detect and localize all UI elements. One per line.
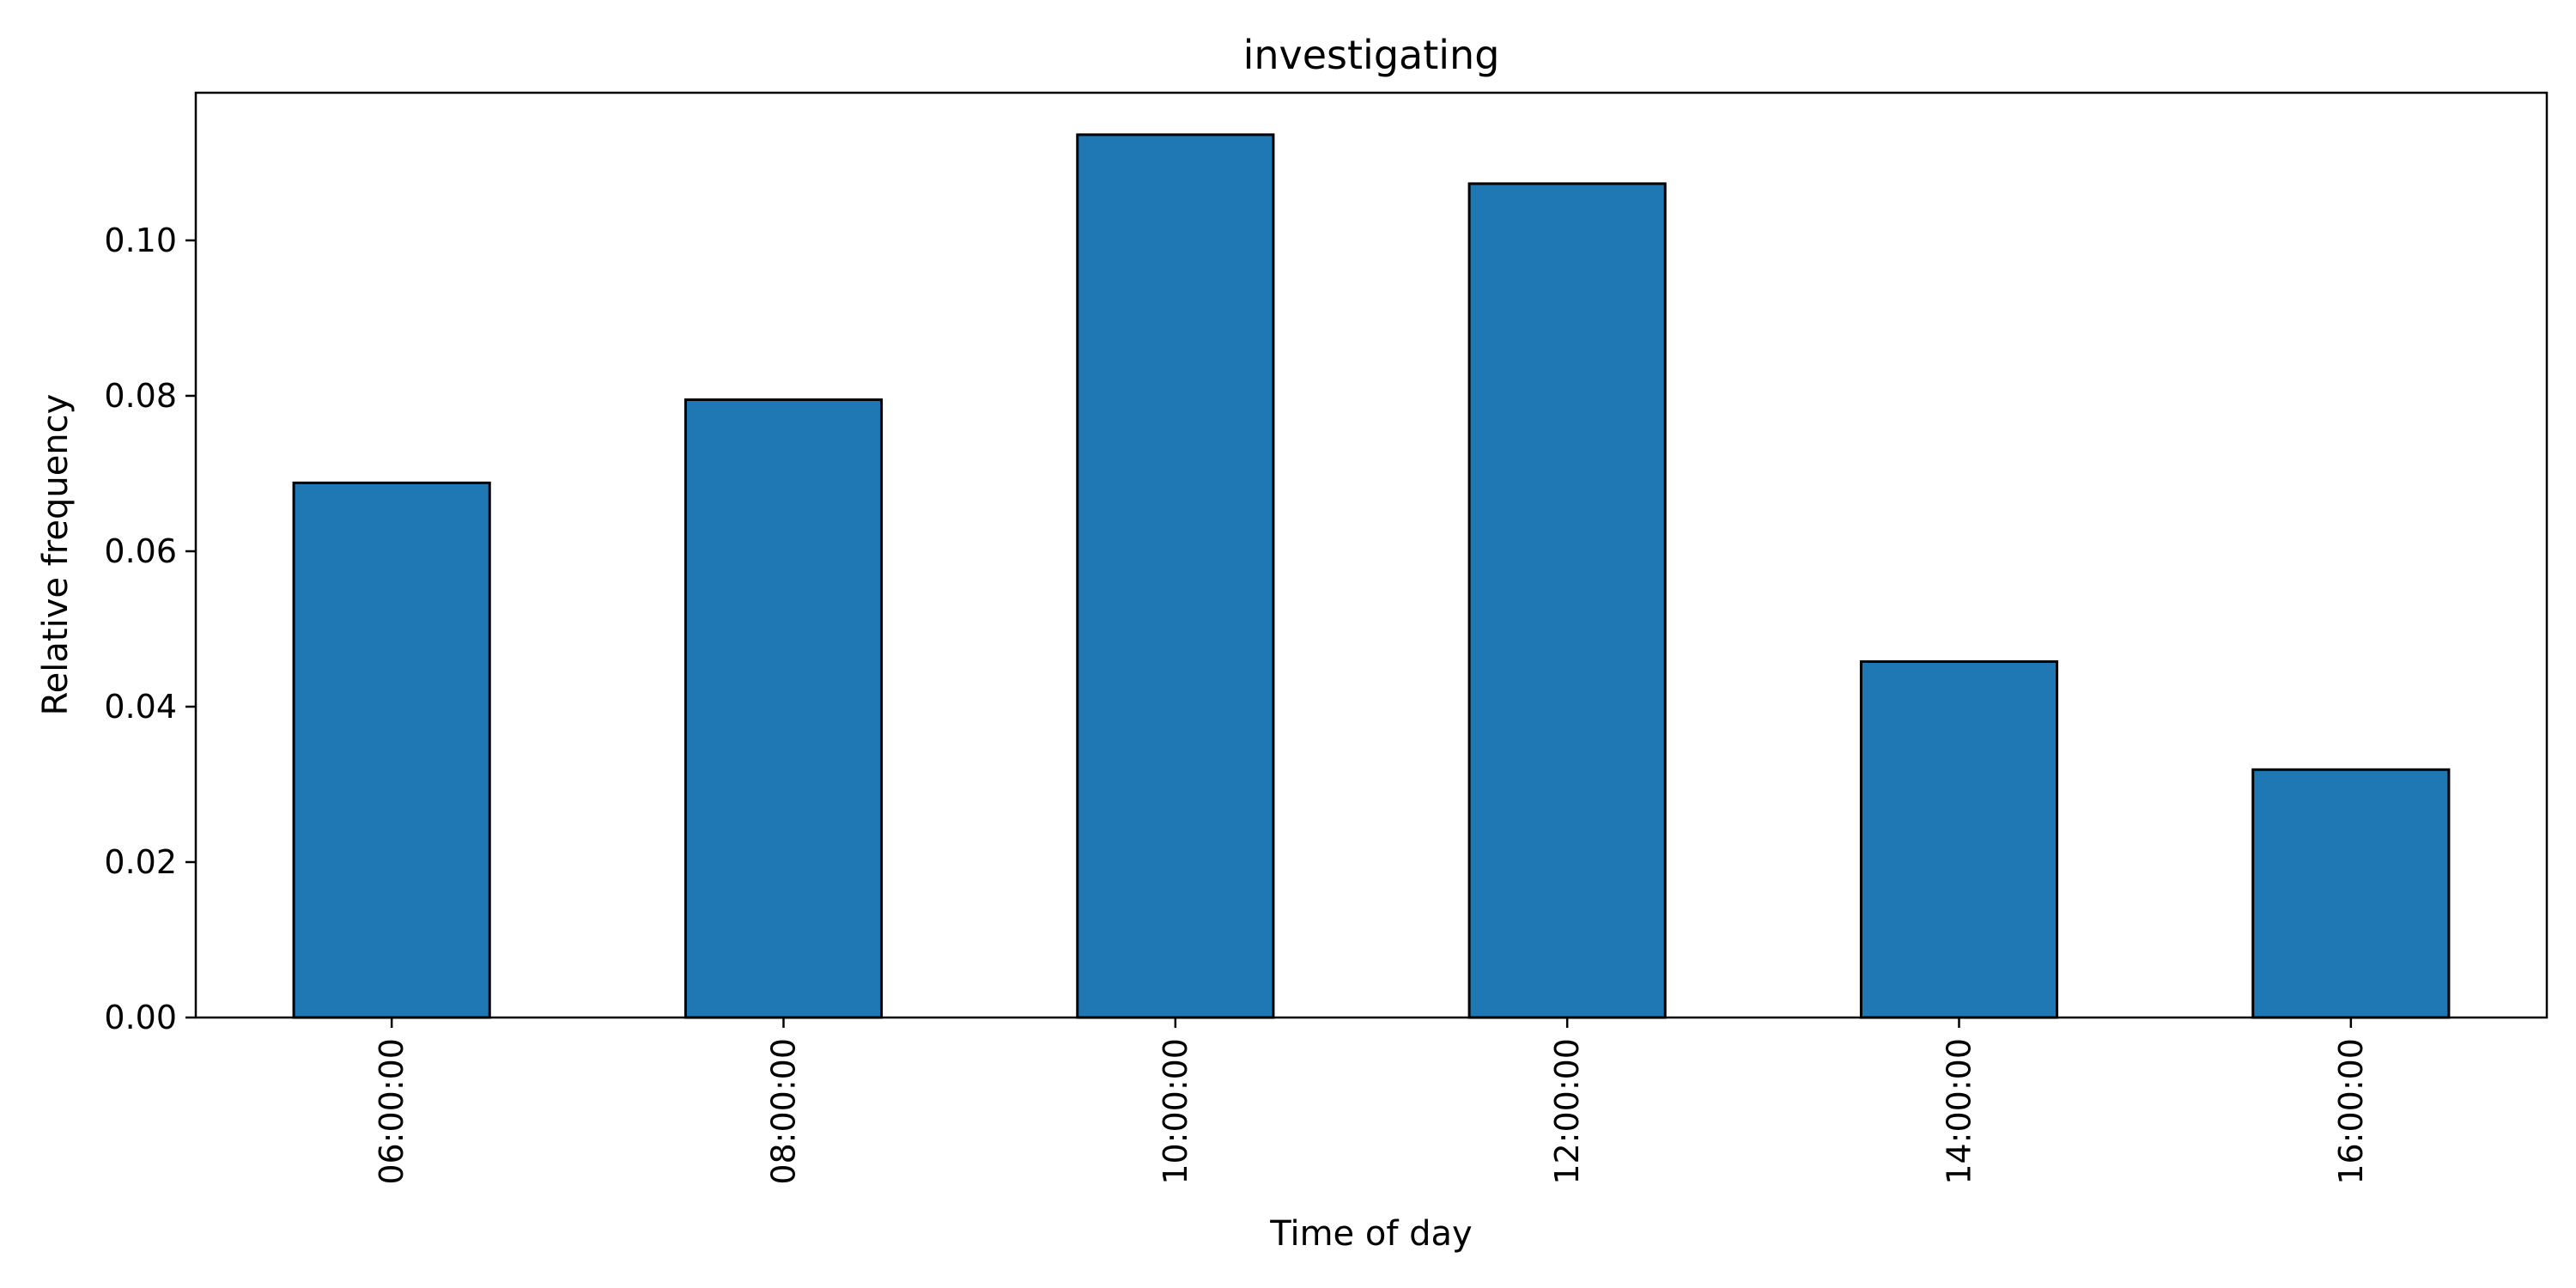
y-axis-label: Relative frequency xyxy=(36,394,76,716)
y-tick-label: 0.00 xyxy=(104,999,177,1036)
axis-ticks: 06:00:00 08:00:00 10:00:00 12:00:00 14:00:00… xyxy=(104,222,2369,1185)
y-tick-label: 0.08 xyxy=(104,377,177,415)
bars xyxy=(292,133,2451,1019)
x-tick-label: 06:00:00 xyxy=(373,1038,410,1185)
bar-14-00-00 xyxy=(1859,659,2059,1019)
x-tick-label: 14:00:00 xyxy=(1941,1038,1978,1185)
x-tick-label: 10:00:00 xyxy=(1157,1038,1194,1185)
bar-16-00-00 xyxy=(2251,768,2451,1019)
bar-08-00-00 xyxy=(683,398,884,1019)
x-tick-label: 12:00:00 xyxy=(1548,1038,1586,1185)
bar-10-00-00 xyxy=(1076,133,1275,1019)
y-tick-label: 0.02 xyxy=(104,843,177,881)
x-axis-label: Time of day xyxy=(1269,1214,1472,1254)
x-tick-label: 16:00:00 xyxy=(2332,1038,2370,1185)
bar-12-00-00 xyxy=(1467,182,1667,1019)
chart-title: investigating xyxy=(1243,32,1500,78)
y-tick-label: 0.06 xyxy=(104,532,177,570)
y-tick-label: 0.10 xyxy=(104,222,177,259)
bar-06-00-00 xyxy=(292,481,491,1019)
y-tick-label: 0.04 xyxy=(104,688,177,726)
x-tick-label: 08:00:00 xyxy=(765,1038,803,1185)
plot-frame xyxy=(194,91,2549,1019)
